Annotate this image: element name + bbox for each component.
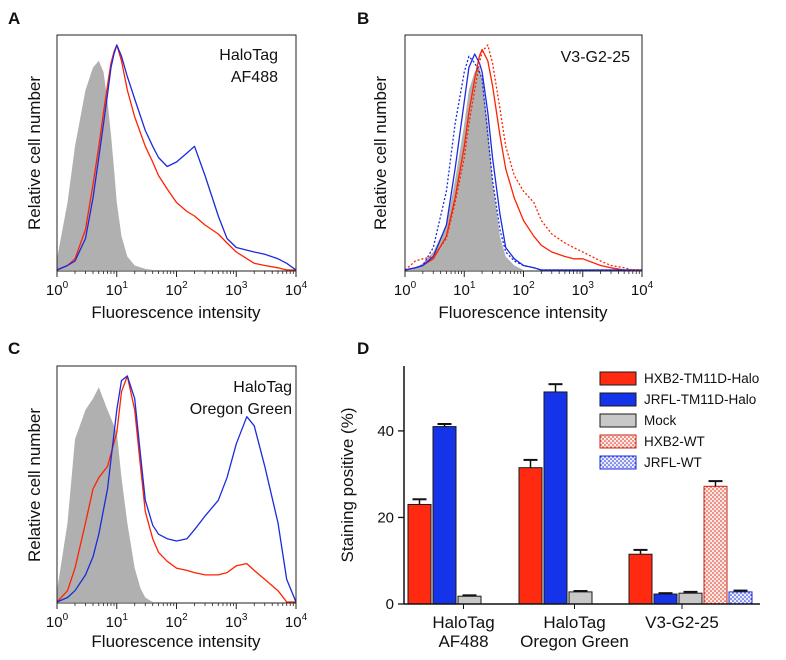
x-tick-label: 103 <box>225 280 248 299</box>
x-tick-label: 100 <box>46 612 69 631</box>
legend-swatch-hxb2-wt <box>599 434 637 449</box>
legend-label-mock: Mock <box>644 413 677 428</box>
x-axis-title-a: Fluorescence intensity <box>91 303 261 322</box>
y-ticks-d: 0 20 40 <box>377 423 404 613</box>
histogram-b-hxb2-wt <box>404 44 642 271</box>
histogram-c-mock <box>57 387 296 602</box>
bar-hxb2-tm11d-halo-halotag-af488 <box>407 503 432 605</box>
x-axis-title-b: Fluorescence intensity <box>438 303 608 322</box>
histogram-panel-c: 100 101 102 103 104 HaloTag Oregon Green Flu… <box>25 365 308 651</box>
bar-mock-v3-g2-25 <box>678 592 703 605</box>
bar-hxb2-tm11d-halo-halotag-oregon-green <box>518 467 543 605</box>
x-tick-label: 103 <box>225 612 248 631</box>
annotation-c-line2: Oregon Green <box>190 401 292 418</box>
histogram-panel-a: 100 101 102 103 104 HaloTag AF488 Fluorescen… <box>25 34 308 322</box>
x-tick-label: 101 <box>106 612 129 631</box>
x-tick-label: 100 <box>394 280 417 299</box>
histogram-panel-b: 100 101 102 103 104 V3-G2-25 Fluorescence in… <box>371 34 654 322</box>
plot-frame-b <box>404 34 643 272</box>
histogram-b-hxb2-tm11d-halo <box>404 48 642 271</box>
annotation-a-line2: AF488 <box>231 69 278 86</box>
x-tick-label: 102 <box>512 280 535 299</box>
annotation-a-line1: HaloTag <box>219 47 278 64</box>
y-axis-title-c: Relative cell number <box>25 408 44 562</box>
histogram-a-hxb2-tm11d-halo <box>56 44 296 271</box>
y-tick-label: 20 <box>377 509 394 526</box>
x-category-label: HaloTag <box>432 613 494 632</box>
x-category-label: V3-G2-25 <box>645 613 719 632</box>
x-tick-label: 104 <box>631 280 654 299</box>
legend-swatch-mock <box>599 413 637 428</box>
x-category-label: HaloTag <box>543 613 605 632</box>
histogram-curves-a <box>56 44 297 271</box>
x-tick-label: 102 <box>165 280 188 299</box>
panel-label-a: A <box>8 9 20 28</box>
histogram-c-hxb2-tm11d-halo <box>56 375 296 603</box>
histogram-a-jrfl-tm11d-halo <box>56 44 297 271</box>
x-tick-label: 101 <box>453 280 476 299</box>
annotation-b-line1: V3-G2-25 <box>561 49 630 66</box>
x-tick-label: 102 <box>165 612 188 631</box>
histogram-b-mock <box>405 67 642 270</box>
histogram-c-jrfl-tm11d-halo <box>56 375 297 603</box>
bar-mock-halotag-oregon-green <box>568 591 593 605</box>
histogram-b-jrfl-tm11d-halo <box>404 53 642 271</box>
y-axis-title-b: Relative cell number <box>371 76 390 230</box>
x-category-label: AF488 <box>438 632 488 651</box>
x-ticks-b: 100 101 102 103 104 <box>394 271 654 299</box>
y-tick-label: 0 <box>386 596 394 613</box>
y-axis-title-d: Staining positive (%) <box>338 408 357 563</box>
legend-label-jrfl-wt: JRFL-WT <box>644 455 702 470</box>
x-tick-label: 104 <box>285 280 308 299</box>
legend-swatch-jrfl-tm11d-halo <box>599 392 637 407</box>
legend-label-hxb2-wt: HXB2-WT <box>644 434 705 449</box>
x-axis-title-c: Fluorescence intensity <box>91 632 261 651</box>
legend: HXB2-TM11D-Halo JRFL-TM11D-Halo Mock HXB2-W… <box>599 371 759 470</box>
x-tick-label: 101 <box>106 280 129 299</box>
annotation-c-line1: HaloTag <box>233 379 292 396</box>
bar-hxb2-tm11d-halo-v3-g2-25 <box>628 553 653 605</box>
panel-label-b: B <box>357 9 369 28</box>
panel-label-d: D <box>357 339 369 358</box>
bar-jrfl-tm11d-halo-v3-g2-25 <box>653 593 678 605</box>
histogram-a-mock <box>57 60 296 270</box>
x-ticks-c: 100 101 102 103 104 <box>46 603 308 631</box>
legend-label-hxb2-tm11d-halo: HXB2-TM11D-Halo <box>644 371 759 386</box>
bar-hxb2-wt-v3-g2-25 <box>703 485 728 605</box>
bar-marks <box>407 383 753 605</box>
bar-jrfl-tm11d-halo-halotag-oregon-green <box>543 391 568 605</box>
x-tick-label: 103 <box>572 280 595 299</box>
bar-mock-halotag-af488 <box>457 595 482 605</box>
bar-jrfl-wt-v3-g2-25 <box>728 591 753 605</box>
histogram-curves-c <box>56 375 297 603</box>
y-tick-label: 40 <box>377 423 394 440</box>
y-axis-title-a: Relative cell number <box>25 76 44 230</box>
x-category-label: Oregon Green <box>520 632 629 651</box>
legend-swatch-hxb2-tm11d-halo <box>599 371 637 386</box>
x-tick-label: 100 <box>46 280 69 299</box>
bar-jrfl-tm11d-halo-halotag-af488 <box>432 426 457 605</box>
x-ticks-a: 100 101 102 103 104 <box>46 271 308 299</box>
panel-label-c: C <box>8 339 20 358</box>
histogram-curves-b <box>404 44 642 271</box>
x-tick-label: 104 <box>285 612 308 631</box>
legend-label-jrfl-tm11d-halo: JRFL-TM11D-Halo <box>644 392 756 407</box>
legend-swatch-jrfl-wt <box>599 455 637 470</box>
